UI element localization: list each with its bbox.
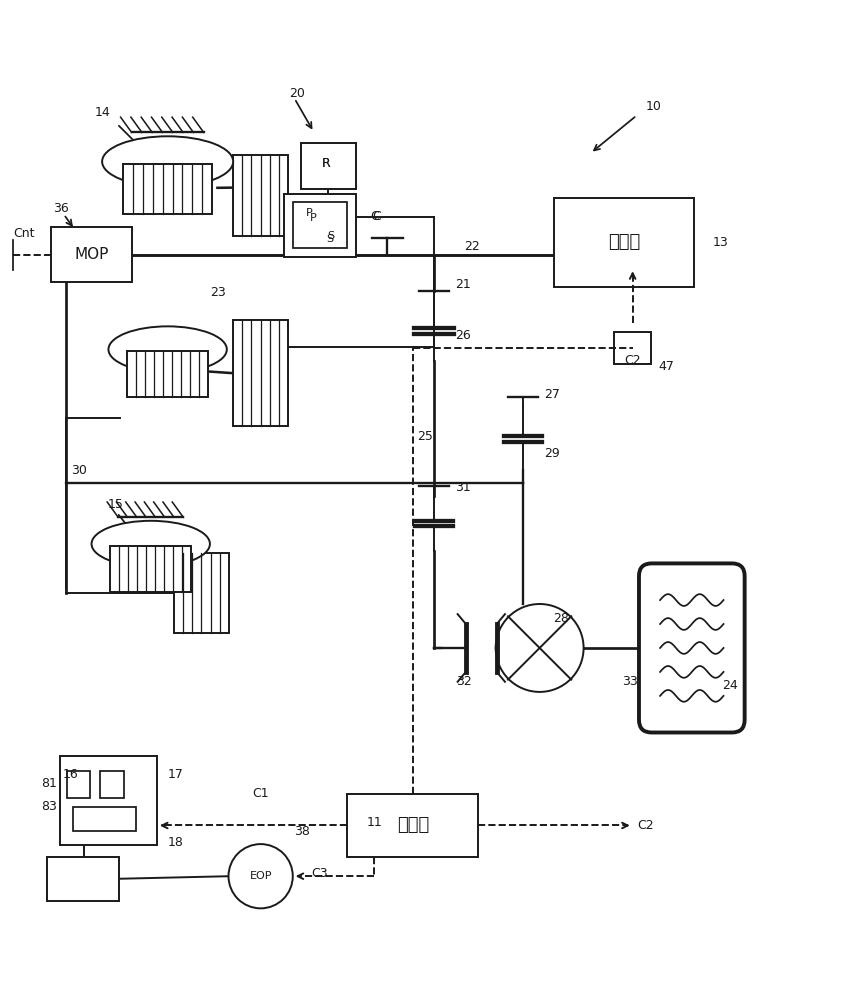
Text: C: C [370, 210, 380, 223]
Circle shape [229, 844, 293, 908]
Text: 23: 23 [210, 286, 226, 299]
Text: 31: 31 [455, 481, 471, 494]
Bar [123, 164, 212, 214]
Text: 发动机: 发动机 [608, 233, 640, 251]
Bar [555, 198, 694, 287]
Bar [66, 771, 90, 798]
Text: C3: C3 [311, 867, 328, 880]
Bar [284, 194, 356, 257]
Text: C2: C2 [625, 354, 641, 367]
Bar [233, 320, 288, 426]
Text: 24: 24 [722, 679, 738, 692]
Text: 21: 21 [455, 278, 471, 291]
Text: 20: 20 [289, 87, 305, 100]
Text: 14: 14 [94, 106, 111, 119]
Ellipse shape [108, 326, 227, 373]
Text: MOP: MOP [74, 247, 109, 262]
Bar [47, 857, 119, 901]
Bar [60, 756, 157, 845]
Ellipse shape [92, 521, 210, 567]
Text: 28: 28 [553, 612, 568, 625]
Text: R: R [323, 157, 331, 170]
Text: C1: C1 [253, 787, 269, 800]
Bar [100, 771, 124, 798]
Text: 81: 81 [42, 777, 57, 790]
Bar [233, 155, 288, 236]
Bar [51, 227, 132, 282]
Bar [652, 576, 732, 720]
Text: 16: 16 [63, 768, 79, 781]
Bar [111, 546, 191, 592]
Bar [174, 553, 229, 633]
Text: C: C [373, 210, 381, 223]
Text: 22: 22 [464, 240, 480, 253]
Text: 17: 17 [168, 768, 184, 781]
Text: 36: 36 [54, 202, 69, 215]
Bar [128, 351, 208, 397]
Text: 18: 18 [168, 836, 184, 849]
Text: 13: 13 [713, 236, 728, 249]
Text: P: P [306, 208, 312, 218]
Text: EOP: EOP [249, 871, 271, 881]
Text: 15: 15 [107, 498, 123, 511]
Ellipse shape [102, 136, 233, 187]
Text: 32: 32 [455, 675, 471, 688]
Text: 30: 30 [71, 464, 87, 477]
Bar [614, 332, 651, 364]
Text: Cnt: Cnt [13, 227, 34, 240]
Text: 11: 11 [367, 816, 383, 829]
Text: 控制器: 控制器 [397, 816, 429, 834]
Text: 83: 83 [42, 800, 57, 813]
Text: 29: 29 [544, 447, 560, 460]
Circle shape [495, 604, 584, 692]
Text: S: S [327, 234, 334, 244]
Text: 25: 25 [417, 430, 433, 443]
Text: R: R [323, 157, 331, 170]
Text: P: P [310, 213, 317, 223]
Bar [72, 807, 136, 831]
Bar [300, 143, 356, 189]
Text: C2: C2 [637, 819, 654, 832]
Text: S: S [328, 231, 334, 241]
Text: 27: 27 [544, 388, 560, 401]
Text: 33: 33 [622, 675, 638, 688]
Bar [293, 202, 347, 248]
Bar [347, 794, 478, 857]
Text: 10: 10 [646, 100, 662, 113]
Text: 47: 47 [658, 360, 674, 373]
Text: 26: 26 [455, 329, 471, 342]
Text: 38: 38 [294, 825, 310, 838]
FancyBboxPatch shape [639, 563, 745, 732]
